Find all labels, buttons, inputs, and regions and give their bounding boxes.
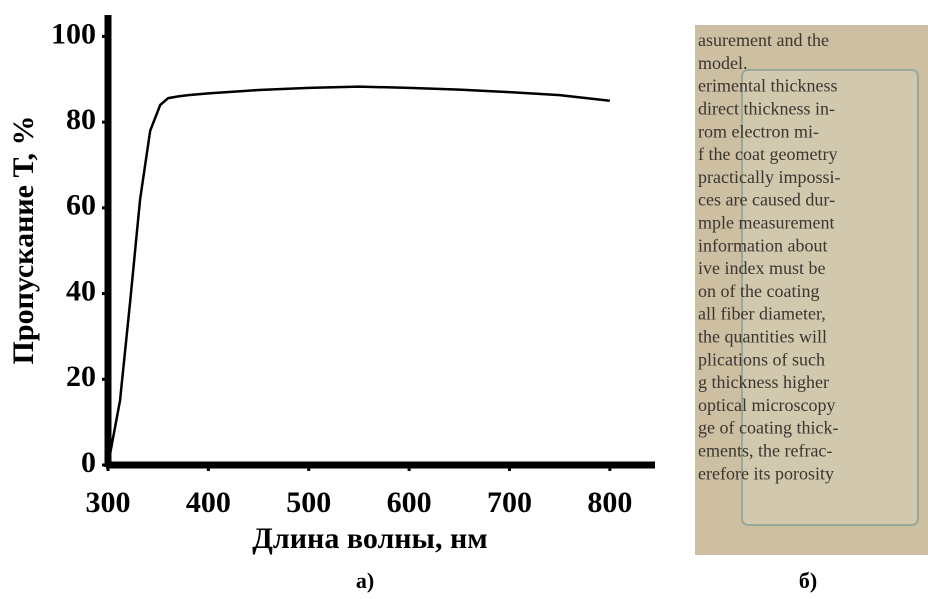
photo-text-line: information about: [698, 235, 827, 255]
photo-text-line: rom electron mi-: [698, 121, 819, 141]
photo-text-line: optical microscopy: [698, 395, 835, 415]
photo-text-line: ge of coating thick-: [698, 418, 838, 438]
photo-text-line: the quantities will: [698, 327, 827, 347]
photo-text-line: on of the coating: [698, 281, 819, 301]
photo-text-line: asurement and the: [698, 30, 829, 50]
data-line: [108, 87, 610, 465]
photo-text-line: all fiber diameter,: [698, 304, 826, 324]
y-axis-title: Пропускание Т, %: [7, 116, 40, 365]
photo-text-line: erimental thickness: [698, 76, 837, 96]
photo-text-line: f the coat geometry: [698, 144, 837, 164]
photo-text-line: mple measurement: [698, 213, 834, 233]
photo-text-line: practically impossi-: [698, 167, 840, 187]
photo-text-line: plications of such: [698, 349, 825, 369]
y-tick-label: 100: [51, 17, 96, 50]
y-tick-label: 40: [66, 274, 96, 307]
photo-text-line: erefore its porosity: [698, 463, 834, 483]
photo-text-line: ive index must be: [698, 258, 825, 278]
y-tick-label: 60: [66, 189, 96, 222]
photo: asurement and the model. erimental thickne…: [695, 25, 928, 555]
x-tick-label: 500: [286, 486, 331, 519]
photo-text-line: g thickness higher: [698, 372, 829, 392]
y-tick-label: 80: [66, 103, 96, 136]
x-tick-label: 800: [587, 486, 632, 519]
caption: б): [799, 568, 817, 593]
x-tick-label: 700: [487, 486, 532, 519]
y-tick-label: 20: [66, 360, 96, 393]
figure: asurement and the model. erimental thickne…: [0, 0, 928, 599]
x-tick-label: 400: [186, 486, 231, 519]
photo-text-line: ces are caused dur-: [698, 190, 835, 210]
photo-text-line: direct thickness in-: [698, 99, 835, 119]
photo-text-line: model.: [698, 53, 748, 73]
x-tick-label: 300: [86, 486, 131, 519]
x-axis-title: Длина волны, нм: [252, 522, 487, 555]
caption: а): [356, 568, 374, 593]
x-tick-label: 600: [387, 486, 432, 519]
photo-text-line: ements, the refrac-: [698, 441, 832, 461]
y-tick-label: 0: [81, 446, 96, 479]
